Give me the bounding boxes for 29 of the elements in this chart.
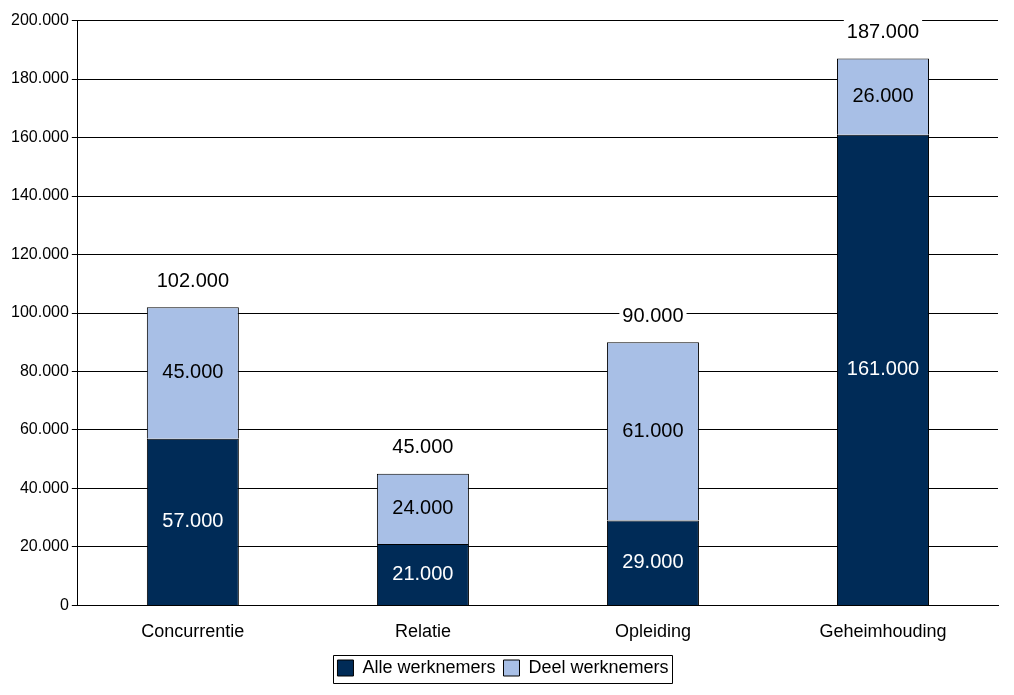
- y-tick-label: 100.000: [10, 303, 69, 321]
- data-label: 29.000: [622, 550, 684, 573]
- total-label: 102.000: [156, 268, 229, 291]
- y-tick-label: 160.000: [10, 127, 69, 145]
- y-tick-label: 0: [59, 595, 69, 613]
- total-label: 187.000: [846, 20, 920, 43]
- y-tick-label: 60.000: [19, 420, 69, 438]
- y-tick-label: 20.000: [19, 537, 69, 555]
- y-tick-label: 40.000: [19, 478, 69, 496]
- data-label: 57.000: [162, 509, 224, 532]
- total-label: 90.000: [622, 303, 684, 326]
- data-label: 24.000: [392, 496, 454, 519]
- data-label: 161.000: [846, 357, 920, 380]
- legend-label: Alle werknemers: [362, 656, 496, 677]
- x-tick-label: Opleiding: [614, 621, 691, 642]
- data-label: 26.000: [852, 84, 914, 107]
- data-label: 45.000: [162, 360, 224, 383]
- y-tick-label: 200.000: [10, 11, 69, 29]
- x-tick-label: Concurrentie: [141, 621, 245, 642]
- data-label: 61.000: [622, 418, 684, 441]
- x-tick-label: Geheimhouding: [819, 621, 947, 642]
- y-tick-label: 120.000: [10, 244, 69, 262]
- data-label: 21.000: [392, 561, 454, 584]
- y-tick-label: 140.000: [10, 186, 69, 204]
- legend-label: Deel werknemers: [528, 656, 669, 677]
- x-tick-label: Relatie: [394, 621, 451, 642]
- y-tick-label: 180.000: [10, 69, 69, 87]
- y-tick-label: 80.000: [19, 361, 69, 379]
- total-label: 45.000: [392, 435, 454, 458]
